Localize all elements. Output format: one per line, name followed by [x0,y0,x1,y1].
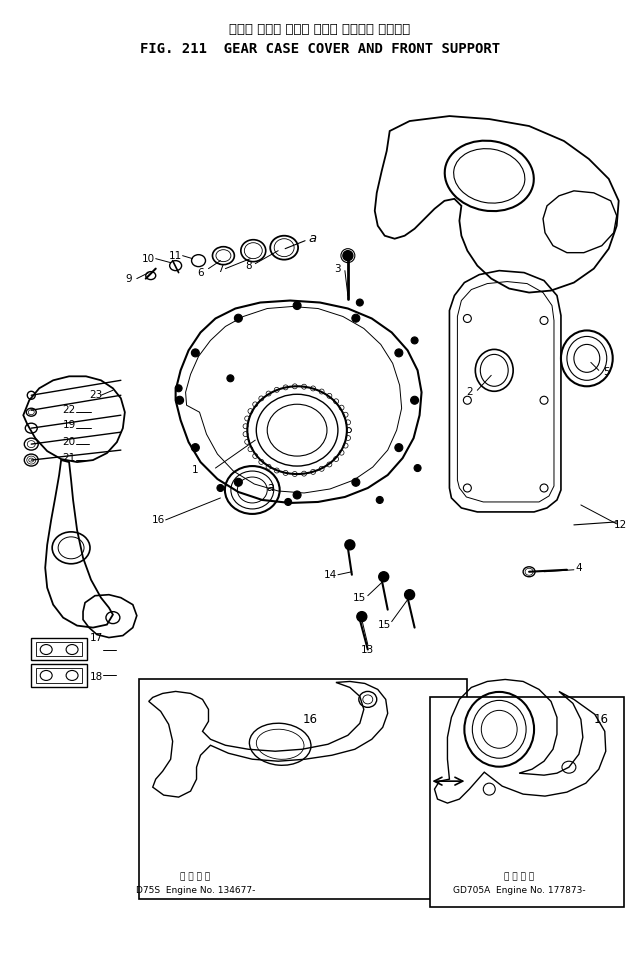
Text: 17: 17 [90,632,102,642]
Text: 23: 23 [90,390,102,400]
Ellipse shape [285,498,292,505]
Text: 14: 14 [323,570,337,580]
Ellipse shape [217,485,224,491]
Bar [429,698,623,907]
Ellipse shape [343,251,353,261]
Text: 16: 16 [152,515,165,524]
Text: 16: 16 [303,713,317,726]
Text: 10: 10 [142,254,156,264]
Ellipse shape [191,349,199,357]
Ellipse shape [376,496,383,503]
Text: 8: 8 [245,261,252,270]
Ellipse shape [175,384,182,392]
Text: 22: 22 [63,405,76,415]
Ellipse shape [293,302,301,309]
Text: 適 用 号 機: 適 用 号 機 [180,873,211,882]
Ellipse shape [414,464,421,472]
Ellipse shape [352,314,360,322]
Text: GD705A  Engine No. 177873-: GD705A Engine No. 177873- [453,886,586,895]
Ellipse shape [234,479,243,486]
Text: 18: 18 [90,672,102,682]
Text: 16: 16 [593,713,608,726]
Ellipse shape [352,479,360,486]
Ellipse shape [293,491,301,499]
Ellipse shape [234,314,243,322]
Ellipse shape [404,590,415,599]
Ellipse shape [395,444,403,451]
Text: 3: 3 [335,264,341,273]
Ellipse shape [357,612,367,622]
Text: 20: 20 [63,437,76,448]
Text: 7: 7 [217,264,224,273]
Text: 2: 2 [466,387,473,397]
Ellipse shape [227,375,234,381]
Text: 15: 15 [353,593,367,602]
Text: 1: 1 [192,465,199,475]
Ellipse shape [191,444,199,451]
Text: a: a [308,233,316,245]
Text: 6: 6 [197,268,204,277]
Text: ギヤー ケース カバー および フロント サポート: ギヤー ケース カバー および フロント サポート [229,22,411,36]
Text: 適 用 号 機: 適 用 号 機 [504,873,534,882]
Ellipse shape [175,396,184,404]
Text: 15: 15 [378,620,391,630]
Text: a: a [266,482,274,494]
Bar [139,679,467,899]
Ellipse shape [356,299,364,306]
Text: 5: 5 [604,368,610,378]
Text: 12: 12 [614,520,627,530]
Ellipse shape [379,572,388,582]
Text: 19: 19 [63,420,76,430]
Text: 21: 21 [63,453,76,463]
Text: 11: 11 [169,251,182,261]
Text: 13: 13 [361,644,374,655]
Text: D75S  Engine No. 134677-: D75S Engine No. 134677- [136,886,255,895]
Ellipse shape [395,349,403,357]
Ellipse shape [411,396,419,404]
Text: FIG. 211  GEAR CASE COVER AND FRONT SUPPORT: FIG. 211 GEAR CASE COVER AND FRONT SUPPO… [140,42,500,56]
Text: 9: 9 [125,273,132,283]
Text: 4: 4 [575,562,582,573]
Ellipse shape [345,540,355,550]
Ellipse shape [411,337,418,343]
